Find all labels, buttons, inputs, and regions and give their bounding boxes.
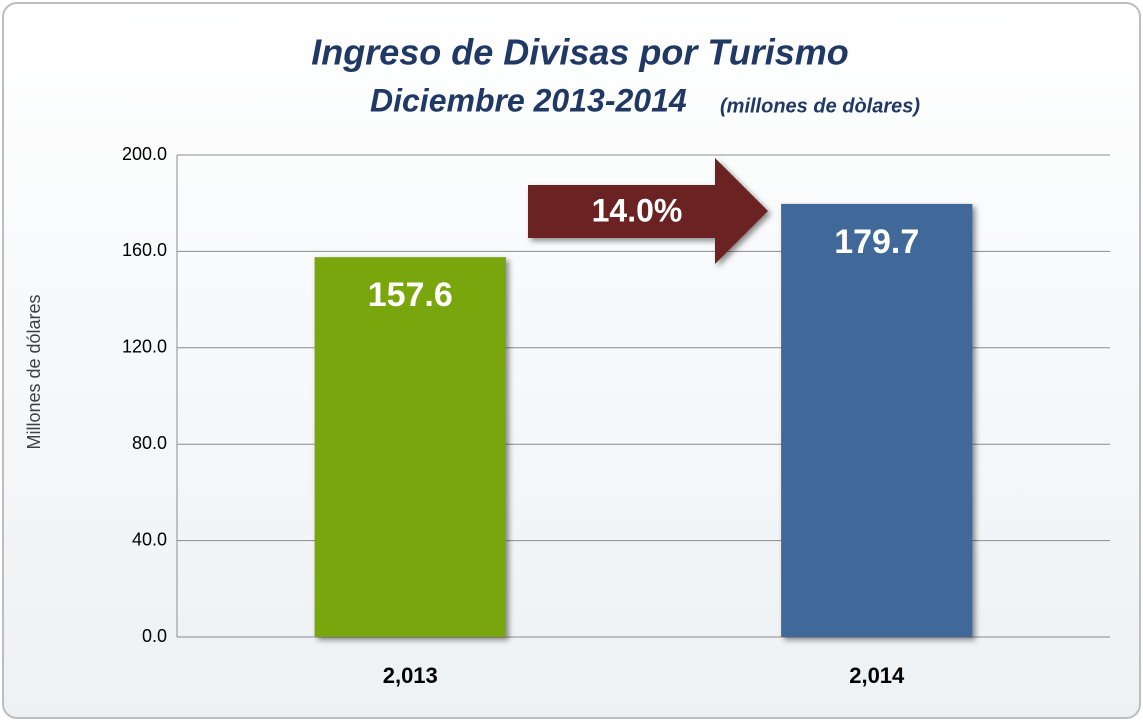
y-tick-label: 40.0 [132, 529, 167, 549]
x-tick-label: 2,014 [849, 663, 905, 688]
y-tick-label: 80.0 [132, 433, 167, 453]
y-tick-label: 120.0 [122, 337, 167, 357]
change-arrow [528, 158, 768, 264]
value-label: 157.6 [368, 276, 453, 314]
chart-subtitle: Diciembre 2013-2014 [370, 82, 687, 118]
y-tick-label: 200.0 [122, 144, 167, 164]
annotation: 14.0% [592, 192, 683, 228]
y-tick-label: 160.0 [122, 240, 167, 260]
x-tick-label: 2,013 [383, 663, 438, 688]
y-axis-label: Millones de dólares [24, 294, 44, 449]
bar [781, 203, 973, 637]
value-label: 179.7 [834, 223, 919, 261]
bar [314, 257, 506, 637]
y-tick-label: 0.0 [142, 626, 167, 646]
subtitle-note: (millones de dòlares) [720, 95, 920, 117]
chart-title: Ingreso de Divisas por Turismo [311, 32, 849, 73]
